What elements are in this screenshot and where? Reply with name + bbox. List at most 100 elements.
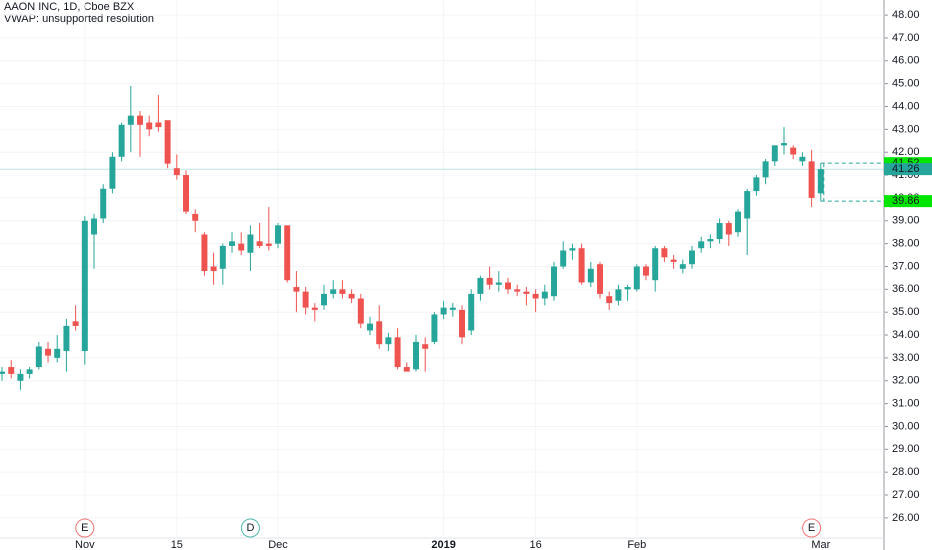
candle-body	[367, 323, 374, 331]
candle-body	[72, 321, 79, 326]
candle-body	[238, 243, 245, 251]
candle-body	[698, 241, 705, 249]
candle-body	[146, 122, 153, 130]
y-tick-label: 29.00	[892, 443, 920, 455]
candle-body	[192, 213, 199, 221]
event-marker	[802, 518, 822, 538]
candle-body	[256, 241, 263, 246]
y-tick-label: 32.00	[892, 375, 920, 387]
candle-body	[578, 248, 585, 283]
candle-body	[541, 291, 548, 299]
candle-body	[505, 282, 511, 290]
candle-body	[771, 145, 778, 162]
candle-body	[81, 220, 88, 352]
candle-body	[219, 245, 226, 269]
candle-body	[54, 348, 61, 358]
x-tick-label: Mar	[811, 539, 830, 550]
candle-body	[624, 287, 631, 290]
candle-body	[486, 277, 493, 285]
candle-body	[247, 234, 254, 253]
price-marker-label: 41.26	[892, 163, 920, 175]
candle-body	[210, 266, 217, 272]
price-marker	[884, 195, 932, 208]
candle-body	[100, 188, 107, 219]
y-tick-label: 30.00	[892, 420, 920, 432]
candle-body	[183, 175, 190, 212]
candle-body	[753, 177, 760, 192]
price-marker	[884, 163, 932, 176]
candle-body	[173, 168, 180, 176]
candle-body	[449, 307, 456, 310]
chart-subtitle: VWAP: unsupported resolution	[4, 13, 154, 25]
x-tick-label: Feb	[627, 539, 646, 550]
candle-body	[735, 211, 741, 233]
candle-body	[155, 122, 162, 128]
candle-body	[311, 307, 318, 310]
candle-body	[569, 248, 576, 251]
candle-body	[0, 371, 6, 374]
event-marker	[240, 518, 260, 538]
event-label: E	[808, 522, 815, 534]
candle-body	[468, 293, 475, 331]
y-tick-label: 31.00	[892, 398, 920, 410]
candle-body	[339, 289, 346, 294]
candle-body	[302, 291, 309, 308]
candle-body	[523, 291, 530, 294]
y-tick-label: 48.00	[892, 9, 920, 21]
y-tick-label: 36.00	[892, 283, 920, 295]
y-tick-label: 39.00	[892, 215, 920, 227]
candle-body	[532, 293, 539, 299]
candle-body	[229, 241, 236, 246]
candle-body	[799, 156, 806, 162]
candle-body	[689, 250, 695, 265]
candle-body	[670, 259, 677, 262]
candle-body	[790, 147, 797, 155]
candle-body	[109, 156, 116, 189]
candle-body	[45, 348, 52, 356]
x-tick-label: 15	[171, 539, 183, 550]
candle-body	[275, 225, 282, 244]
event-marker	[75, 518, 95, 538]
x-tick-label: 2019	[431, 539, 455, 550]
y-tick-label: 42.00	[892, 146, 920, 158]
candle-body	[127, 115, 134, 125]
candle-body	[477, 277, 484, 294]
candle-body	[661, 248, 668, 258]
candle-body	[633, 266, 640, 290]
y-tick-label: 37.00	[892, 260, 920, 272]
candle-body	[26, 369, 33, 374]
candle-body	[587, 268, 594, 283]
candle-body	[606, 296, 613, 304]
candle-body	[357, 298, 364, 324]
candle-body	[560, 250, 567, 267]
candle-body	[265, 243, 272, 246]
candle-body	[679, 264, 686, 269]
candle-body	[762, 161, 769, 178]
candle-body	[321, 293, 328, 306]
candle-body	[413, 341, 420, 370]
x-tick-label: Dec	[268, 539, 288, 550]
candle-body	[725, 223, 732, 235]
candle-body	[440, 307, 447, 315]
candle-body	[808, 161, 815, 198]
candle-body	[118, 124, 125, 157]
y-tick-label: 33.00	[892, 352, 920, 364]
candle-body	[643, 266, 649, 276]
candle-body	[716, 223, 723, 240]
y-tick-label: 26.00	[892, 512, 920, 524]
candle-body	[330, 289, 337, 294]
candle-body	[293, 287, 300, 292]
candle-body	[284, 225, 291, 281]
x-tick-label: 16	[529, 539, 541, 550]
y-tick-label: 47.00	[892, 32, 920, 44]
candle-body	[385, 337, 392, 345]
candle-body	[348, 293, 355, 299]
candle-body	[35, 346, 42, 368]
y-tick-label: 46.00	[892, 55, 920, 67]
candle-body	[459, 309, 465, 338]
y-tick-label: 43.00	[892, 123, 920, 135]
candle-body	[164, 120, 171, 164]
y-tick-label: 44.00	[892, 100, 920, 112]
candle-body	[8, 367, 15, 374]
